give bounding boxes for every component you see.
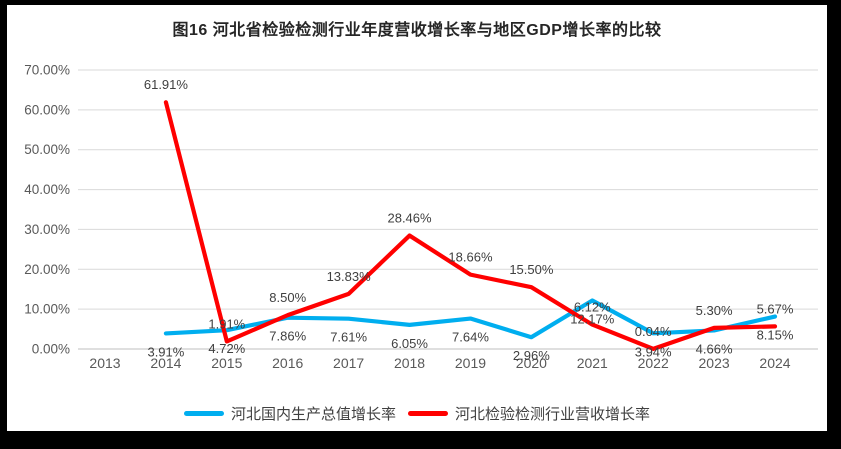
y-tick-label: 50.00%	[24, 142, 70, 157]
data-label: 61.91%	[144, 77, 189, 92]
x-tick-label: 2015	[211, 355, 242, 371]
data-label: 5.67%	[757, 301, 794, 316]
data-label: 5.30%	[696, 303, 733, 318]
legend-label-revenue: 河北检验检测行业营收增长率	[455, 406, 651, 423]
x-tick-label: 2016	[272, 355, 303, 371]
chart-card	[7, 5, 827, 431]
data-label: 3.91%	[147, 344, 184, 359]
data-label: 28.46%	[387, 211, 432, 226]
data-label: 7.64%	[452, 330, 489, 345]
x-tick-label: 2017	[333, 355, 364, 371]
data-label: 18.66%	[448, 250, 493, 265]
data-label: 7.86%	[269, 329, 306, 344]
x-tick-label: 2013	[89, 355, 120, 371]
x-tick-label: 2021	[577, 355, 608, 371]
x-tick-label: 2023	[699, 355, 730, 371]
x-tick-label: 2018	[394, 355, 425, 371]
data-label: 2.96%	[513, 348, 550, 363]
data-label: 4.66%	[696, 341, 733, 356]
y-tick-label: 10.00%	[24, 302, 70, 317]
y-tick-label: 40.00%	[24, 182, 70, 197]
x-tick-label: 2024	[759, 355, 790, 371]
y-tick-label: 20.00%	[24, 262, 70, 277]
legend-label-gdp: 河北国内生产总值增长率	[230, 406, 396, 423]
data-label: 1.91%	[208, 316, 245, 331]
x-tick-label: 2019	[455, 355, 486, 371]
data-label: 8.15%	[757, 328, 794, 343]
data-label: 0.04%	[635, 324, 672, 339]
x-tick-label: 2022	[638, 355, 669, 371]
x-tick-label: 2020	[516, 355, 547, 371]
y-tick-label: 60.00%	[24, 102, 70, 117]
data-label: 13.83%	[327, 269, 372, 284]
legend-swatch-revenue-line	[408, 411, 448, 416]
data-label: 7.61%	[330, 330, 367, 345]
x-tick-label: 2014	[150, 355, 181, 371]
data-label: 6.05%	[391, 336, 428, 351]
legend-item-revenue: 河北检验检测行业营收增长率	[408, 403, 650, 424]
legend-swatch-gdp-line	[183, 411, 224, 416]
data-label: 12.17%	[570, 311, 615, 326]
data-label: 3.94%	[635, 344, 672, 359]
data-label: 4.72%	[208, 341, 245, 356]
legend: 河北国内生产总值增长率 河北检验检测行业营收增长率	[7, 403, 827, 424]
y-tick-label: 30.00%	[24, 222, 70, 237]
data-label: 8.50%	[269, 290, 306, 305]
y-tick-label: 0.00%	[32, 342, 70, 357]
data-label: 6.12%	[574, 300, 611, 315]
chart-title: 图16 河北省检验检测行业年度营收增长率与地区GDP增长率的比较	[172, 22, 662, 39]
series-line-1	[163, 100, 778, 351]
legend-item-gdp: 河北国内生产总值增长率	[183, 403, 396, 424]
y-tick-label: 70.00%	[24, 63, 70, 78]
data-label: 15.50%	[509, 262, 554, 277]
